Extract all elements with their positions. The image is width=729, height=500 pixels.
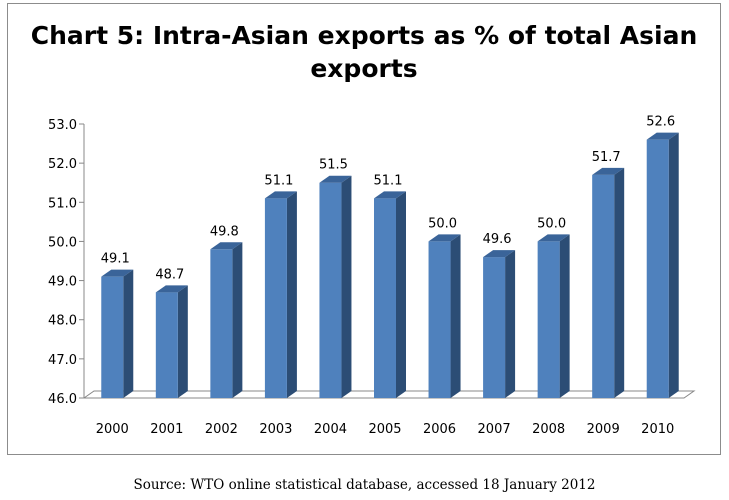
bar-side	[505, 250, 516, 398]
x-tick-label: 2001	[150, 422, 183, 437]
bar-top	[210, 242, 243, 250]
x-tick-label: 2003	[259, 422, 292, 437]
x-tick-label: 2008	[532, 422, 565, 437]
data-label: 49.1	[101, 252, 130, 267]
bar	[155, 292, 178, 398]
chart-title: Chart 5: Intra-Asian exports as % of tot…	[30, 21, 698, 83]
bar	[592, 174, 615, 398]
x-tick-label: 2000	[96, 422, 129, 437]
bar	[483, 257, 506, 398]
bar	[537, 241, 560, 398]
bar	[101, 276, 124, 398]
bar-side	[286, 191, 297, 398]
data-label: 50.0	[428, 216, 457, 231]
y-tick-label: 52.0	[48, 157, 77, 172]
bar-top	[319, 175, 352, 183]
y-tick-label: 51.0	[48, 196, 77, 211]
bar-side	[232, 242, 243, 398]
bar	[319, 182, 342, 398]
bar-top	[101, 269, 134, 277]
bar	[264, 198, 287, 398]
x-tick-label: 2006	[423, 422, 456, 437]
x-tick-label: 2005	[368, 422, 401, 437]
data-label: 51.1	[264, 173, 293, 188]
bar-top	[483, 250, 516, 258]
data-label: 50.0	[537, 216, 566, 231]
bar-side	[559, 234, 570, 398]
bar-top	[428, 234, 461, 242]
bar-top	[537, 234, 570, 242]
source-note: Source: WTO online statistical database,…	[133, 477, 596, 493]
bar-top	[646, 132, 679, 140]
bar	[646, 139, 669, 398]
y-tick-label: 46.0	[48, 392, 77, 407]
y-tick-label: 48.0	[48, 314, 77, 329]
x-tick-label: 2010	[641, 422, 674, 437]
y-tick-label: 53.0	[48, 118, 77, 133]
data-label: 49.6	[483, 232, 512, 247]
bar	[428, 241, 451, 398]
data-label: 48.7	[155, 267, 184, 282]
data-label: 51.7	[592, 150, 621, 165]
bar-side	[668, 132, 679, 398]
data-label: 52.6	[646, 115, 675, 130]
bar-side	[450, 234, 461, 398]
data-label: 51.1	[374, 173, 403, 188]
bar-side	[177, 285, 188, 398]
y-tick-label: 50.0	[48, 235, 77, 250]
y-tick-label: 47.0	[48, 353, 77, 368]
y-tick-label: 49.0	[48, 275, 77, 290]
x-tick-label: 2002	[205, 422, 238, 437]
x-tick-label: 2007	[478, 422, 511, 437]
bar	[374, 198, 396, 398]
bar-top	[155, 285, 188, 293]
data-label: 51.5	[319, 158, 348, 173]
bar-top	[264, 191, 297, 199]
bar-top	[374, 191, 406, 199]
bar	[210, 249, 233, 398]
bar-side	[123, 269, 134, 398]
bar-side	[614, 167, 625, 398]
bar-side	[396, 191, 406, 398]
bar-side	[341, 175, 352, 398]
x-tick-label: 2009	[587, 422, 620, 437]
data-label: 49.8	[210, 224, 239, 239]
bar-top	[592, 167, 625, 175]
x-tick-label: 2004	[314, 422, 347, 437]
